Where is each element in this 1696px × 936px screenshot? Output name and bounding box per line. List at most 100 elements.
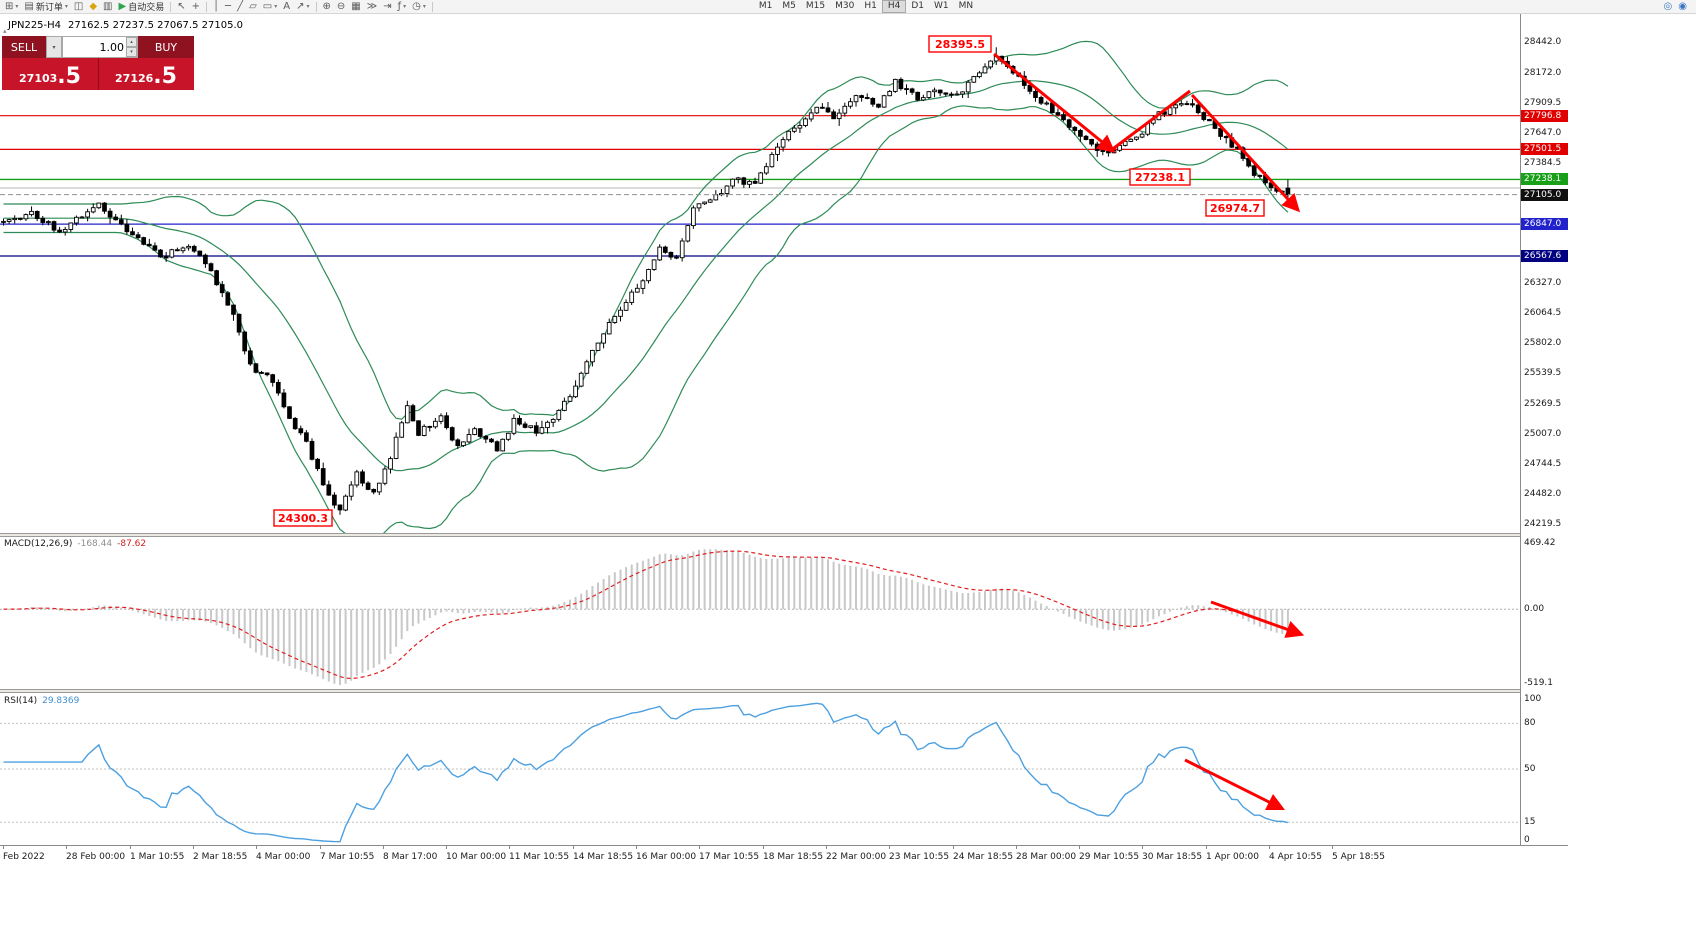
zoom-out-button[interactable]: ⊖ xyxy=(334,0,348,13)
arrows-button[interactable]: ↗ ▾ xyxy=(293,0,312,13)
time-tick xyxy=(953,846,954,849)
price-axis[interactable]: 28442.0 28172.0 27909.5 27647.0 27384.5 26327… xyxy=(1520,14,1568,845)
volume-up-icon[interactable]: ▴ xyxy=(126,37,137,47)
favorites-button[interactable]: ◆ xyxy=(86,0,100,13)
time-label: 24 Mar 18:55 xyxy=(953,852,1014,862)
search-icon[interactable]: ◎ xyxy=(1661,0,1676,13)
data-window-button[interactable]: ▥ xyxy=(100,0,115,13)
trendline-button[interactable]: ╱ xyxy=(234,0,246,13)
price-callout-label: 26974.7 xyxy=(1210,202,1260,215)
vertical-line-icon: │ xyxy=(213,0,220,12)
order-type-caret-icon[interactable]: ▾ xyxy=(46,36,62,58)
price-tick-label: 24482.0 xyxy=(1524,489,1562,499)
price-tick-label: 27647.0 xyxy=(1524,128,1562,138)
new-order-button-label: 新订单 xyxy=(35,3,63,13)
ohlc-values: 27162.5 27237.5 27067.5 27105.0 xyxy=(68,20,243,31)
timeframe-button-m5[interactable]: M5 xyxy=(782,1,796,11)
chart-shift-button[interactable]: ⇥ xyxy=(380,0,394,13)
shapes-button[interactable]: ▭ ▾ xyxy=(260,0,280,13)
indicators-button[interactable]: ƒ ▾ xyxy=(395,0,410,13)
chart-shift-icon: ⇥ xyxy=(383,0,392,12)
timeframe-button-w1[interactable]: W1 xyxy=(934,1,949,11)
macd-main-value: -168.44 xyxy=(77,539,113,549)
timeframe-button-mn[interactable]: MN xyxy=(958,1,974,11)
time-tick xyxy=(1142,846,1143,849)
price-level-label: 27105.0 xyxy=(1521,189,1568,201)
market-watch-button[interactable]: ◫ xyxy=(71,0,86,13)
horizontal-line-button[interactable]: ─ xyxy=(222,0,234,13)
time-tick xyxy=(1016,846,1017,849)
time-label: 23 Mar 10:55 xyxy=(889,852,950,862)
zoom-in-icon: ⊕ xyxy=(322,0,331,12)
zoom-in-button[interactable]: ⊕ xyxy=(320,0,334,13)
time-label: 4 Apr 10:55 xyxy=(1269,852,1322,862)
price-level-label: 27501.5 xyxy=(1521,143,1568,155)
new-order-button[interactable]: ▤ 新订单 ▾ xyxy=(21,0,70,14)
text-button[interactable]: A xyxy=(280,0,293,13)
cursor-button[interactable]: ↖ xyxy=(174,0,188,13)
toolbar-separator xyxy=(315,1,317,12)
crosshair-button[interactable]: + xyxy=(189,0,203,13)
macd-indicator-chart[interactable] xyxy=(0,537,1520,689)
timeframe-button-h4[interactable]: H4 xyxy=(881,0,907,13)
time-label: 5 Apr 18:55 xyxy=(1332,852,1385,862)
timeframe-button-d1[interactable]: D1 xyxy=(911,1,924,11)
rsi-label: RSI(14) 29.8369 xyxy=(4,696,79,706)
panel-separator[interactable] xyxy=(0,689,1568,693)
main-price-chart[interactable]: 28395.5 27238.1 26974.7 24300.3 xyxy=(0,14,1520,533)
rsi-axis-label: 100 xyxy=(1524,694,1542,704)
grid-button[interactable]: ▦ xyxy=(348,0,363,13)
market-watch-icon: ◫ xyxy=(73,0,84,12)
macd-name: MACD(12,26,9) xyxy=(4,539,73,549)
rsi-axis-label: 50 xyxy=(1524,764,1536,774)
community-icon: ◉ xyxy=(1678,0,1687,12)
algo-trading-button[interactable]: ▶ 自动交易 xyxy=(116,0,168,14)
timeframe-button-m1[interactable]: M1 xyxy=(758,1,773,11)
new-chart-button[interactable]: ⊞ ▾ xyxy=(2,0,21,13)
time-label: 29 Mar 10:55 xyxy=(1079,852,1140,862)
periods-button[interactable]: ◷ ▾ xyxy=(409,0,429,13)
time-tick xyxy=(699,846,700,849)
buy-price-button[interactable]: 27126 .5 xyxy=(98,58,194,90)
algo-trading-icon: ▶ xyxy=(118,0,127,12)
time-label: 28 Feb 00:00 xyxy=(66,852,126,862)
price-tick-label: 25539.5 xyxy=(1524,368,1562,378)
timeframe-button-h1[interactable]: H1 xyxy=(864,1,877,11)
sell-price-button[interactable]: 27103 .5 xyxy=(2,58,98,90)
chart-ohlc-header: JPN225-H4 27162.5 27237.5 27067.5 27105.… xyxy=(8,20,243,31)
time-tick xyxy=(256,846,257,849)
volume-input[interactable] xyxy=(63,37,126,57)
rsi-indicator-chart[interactable] xyxy=(0,693,1520,845)
autoscroll-button[interactable]: ≫ xyxy=(364,0,380,13)
time-label: 8 Mar 17:00 xyxy=(383,852,438,862)
time-tick xyxy=(826,846,827,849)
time-tick xyxy=(509,846,510,849)
caret-down-icon: ▾ xyxy=(15,3,19,10)
panel-separator[interactable] xyxy=(0,533,1568,537)
sell-button[interactable]: SELL xyxy=(2,36,46,58)
toolbar-buttons: ⊞ ▾ ▤ 新订单 ▾ ◫ ◆ ▥ ▶ 自动交易 ↖ + │ ─ ╱ ▱ ▭ ▾ A ↗ ▾ ⊕ ⊖ ▦ ≫ ⇥ ƒ ▾ ◷ ▾ xyxy=(2,0,754,13)
one-click-collapse-icon[interactable]: ▴ xyxy=(3,27,7,35)
price-tick-label: 24219.5 xyxy=(1524,519,1562,529)
community-icon[interactable]: ◉ xyxy=(1675,0,1690,13)
volume-spinner: ▴ ▾ xyxy=(126,37,137,57)
volume-down-icon[interactable]: ▾ xyxy=(126,47,137,57)
timeframe-button-m30[interactable]: M30 xyxy=(835,1,855,11)
vertical-line-button[interactable]: │ xyxy=(210,0,222,13)
buy-button[interactable]: BUY xyxy=(138,36,194,58)
timeframe-button-m15[interactable]: M15 xyxy=(805,1,826,11)
price-tick-label: 25007.0 xyxy=(1524,429,1562,439)
time-axis[interactable]: Feb 2022 28 Feb 00:00 1 Mar 10:55 2 Mar 18:… xyxy=(0,845,1568,868)
toolbar-separator xyxy=(206,1,207,12)
indicators-icon: ƒ xyxy=(397,0,402,12)
time-label: 7 Mar 10:55 xyxy=(320,852,375,862)
time-tick xyxy=(383,846,384,849)
time-tick xyxy=(1206,846,1207,849)
macd-axis-label: -519.1 xyxy=(1524,678,1554,688)
time-label: 11 Mar 10:55 xyxy=(509,852,570,862)
buy-price-main: 27126 xyxy=(115,72,154,85)
toolbar-right: ◎ ◉ xyxy=(1661,0,1694,13)
buy-price-pips: .5 xyxy=(153,64,177,90)
equidistant-channel-button[interactable]: ▱ xyxy=(246,0,260,13)
rsi-axis-label: 0 xyxy=(1524,835,1530,845)
